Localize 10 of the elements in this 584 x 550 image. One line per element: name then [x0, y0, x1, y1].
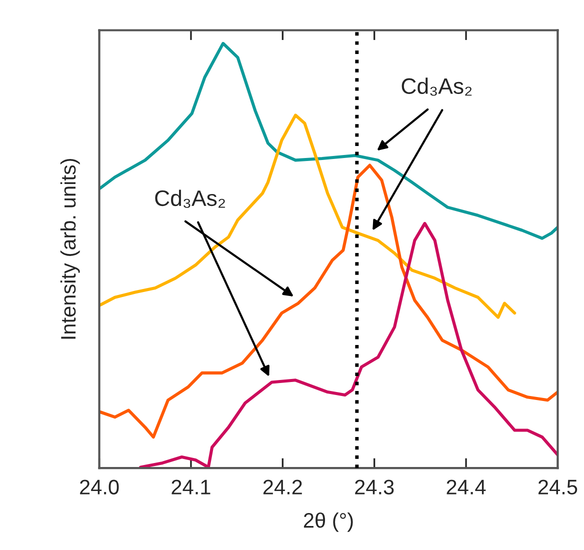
- annotation: Cd₃As₂: [155, 190, 225, 208]
- x-tick-label: 24.4: [446, 480, 486, 494]
- x-tick-label: 24.1: [172, 480, 210, 494]
- x-tick-label: 24.2: [263, 480, 302, 494]
- y-axis-title: Intensity (arb. units): [60, 158, 80, 339]
- x-tick-label: 24.5: [538, 480, 578, 494]
- annotation: Cd₃As₂: [402, 78, 472, 96]
- x-tick-label: 24.0: [80, 480, 119, 494]
- x-axis-title: 2θ (°): [304, 512, 353, 532]
- x-tick-label: 24.3: [355, 480, 394, 494]
